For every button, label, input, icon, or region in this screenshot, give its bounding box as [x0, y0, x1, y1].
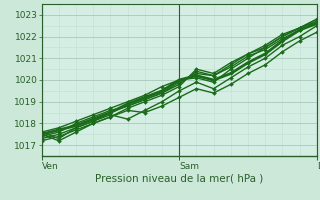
X-axis label: Pression niveau de la mer( hPa ): Pression niveau de la mer( hPa ) [95, 173, 263, 183]
